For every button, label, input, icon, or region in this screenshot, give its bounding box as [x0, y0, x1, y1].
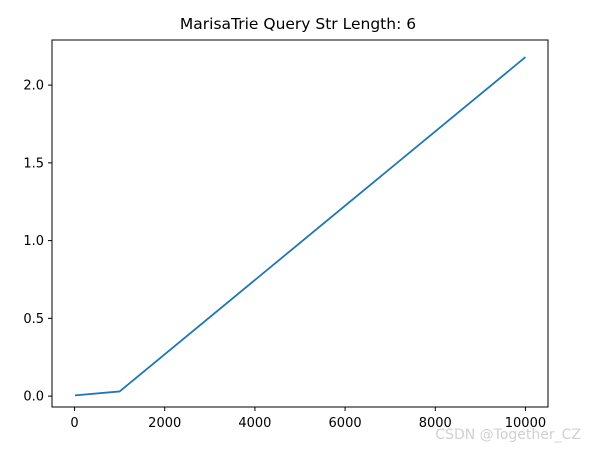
x-tick-label: 4000: [238, 416, 271, 431]
y-tick-label: 1.5: [23, 156, 44, 171]
x-tick-label: 10000: [505, 416, 546, 431]
series-layer: [74, 56, 527, 397]
y-tick-label: 0.0: [23, 390, 44, 405]
x-tick-label: 6000: [329, 416, 362, 431]
chart-title: MarisaTrie Query Str Length: 6: [180, 15, 416, 33]
y-axis: 0.0 0.5 1.0 1.5 2.0: [23, 79, 52, 405]
y-tick-label: 0.5: [23, 312, 44, 327]
y-tick-label: 2.0: [23, 79, 44, 94]
series-line: [74, 56, 527, 397]
y-tick-label: 1.0: [23, 234, 44, 249]
x-tick-label: 0: [70, 416, 78, 431]
x-axis: 0 2000 4000 6000 8000 10000: [70, 407, 546, 431]
x-tick-label: 8000: [419, 416, 452, 431]
plot-area-frame: [51, 39, 549, 408]
x-tick-label: 2000: [148, 416, 181, 431]
watermark-text: CSDN @Together_CZ: [435, 427, 581, 443]
